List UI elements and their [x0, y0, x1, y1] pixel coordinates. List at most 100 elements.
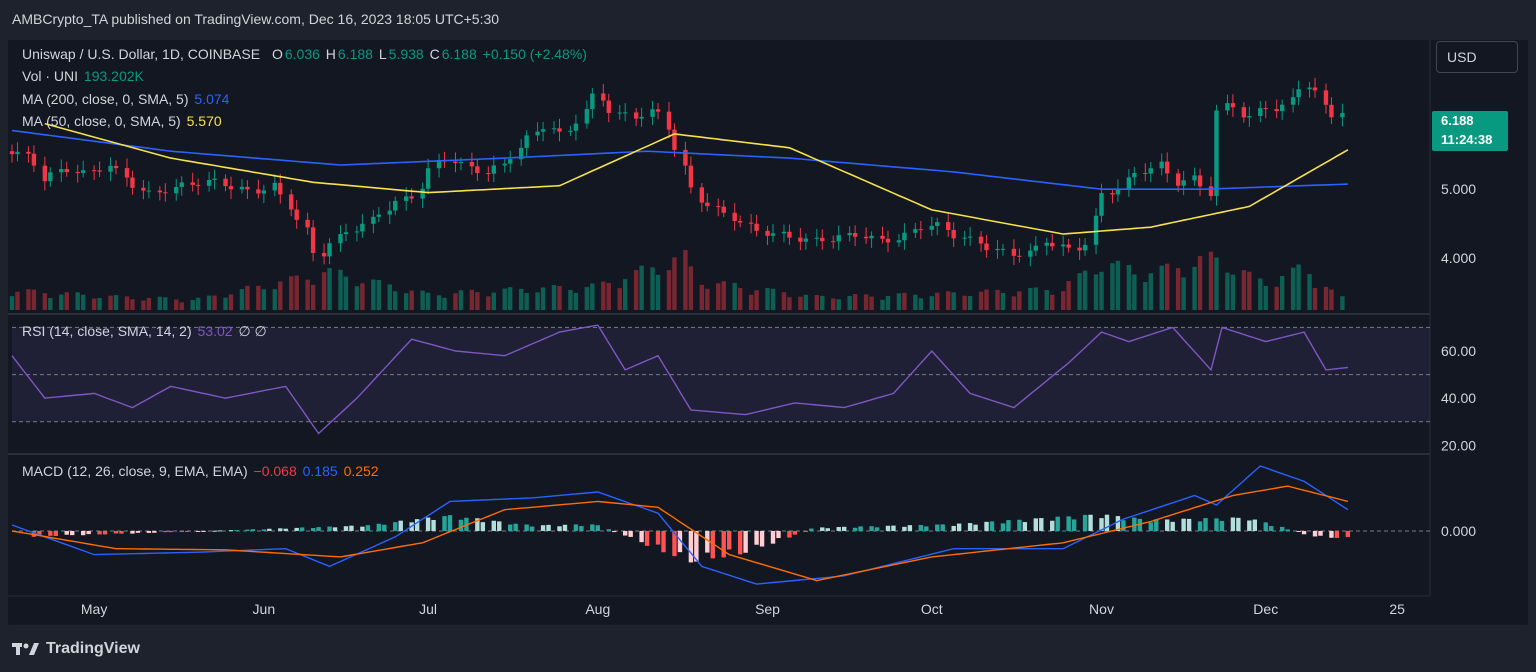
- macd-histogram-bar: [655, 530, 661, 545]
- volume-bar: [80, 294, 86, 310]
- currency-button[interactable]: USD: [1436, 41, 1518, 73]
- macd-histogram-bar: [442, 516, 447, 531]
- macd-histogram-bar: [1022, 522, 1028, 531]
- axes: 4.000 5.000 20.00 40.00 60.00 0.000 May Jun Jul A…: [81, 181, 1476, 617]
- volume-bar: [486, 296, 491, 310]
- macd-histogram-bar: [918, 524, 924, 531]
- candle-body: [1225, 103, 1230, 111]
- candle-body: [190, 182, 195, 185]
- macd-histogram-bar: [1197, 521, 1203, 531]
- macd-histogram-bar: [1050, 520, 1055, 531]
- macd-histogram-bar: [1088, 514, 1093, 531]
- candle-body: [962, 237, 967, 239]
- macd-histogram-bar: [1170, 521, 1175, 531]
- candle-body: [91, 170, 97, 172]
- macd-histogram-bar: [53, 530, 58, 537]
- macd-histogram-bar: [1329, 530, 1334, 538]
- volume-bar: [15, 291, 20, 310]
- volume-bar: [278, 281, 283, 310]
- volume-bar: [880, 299, 885, 310]
- volume-bar: [9, 296, 15, 310]
- volume-bar: [343, 276, 349, 310]
- candle-body: [1115, 188, 1121, 195]
- macd-histogram-bar: [787, 530, 792, 538]
- candle-body: [666, 111, 672, 130]
- volume-bar: [847, 295, 852, 310]
- candle-body: [622, 112, 628, 114]
- volume-bar: [1077, 273, 1082, 310]
- macd-histogram-bar: [612, 530, 617, 533]
- volume-label: Vol · UNI: [22, 68, 79, 84]
- volume-bar: [360, 283, 365, 310]
- candle-body: [1290, 97, 1296, 105]
- price-tick-label: 4.000: [1441, 250, 1476, 266]
- volume-bar: [223, 297, 228, 310]
- macd-histogram-bar: [393, 522, 398, 531]
- macd-histogram-bar: [168, 530, 173, 533]
- macd-histogram-bar: [737, 530, 743, 555]
- macd-histogram-bar: [513, 523, 518, 531]
- open-value: 6.036: [284, 46, 320, 62]
- candle-body: [327, 243, 332, 257]
- macd-histogram-bar: [360, 526, 365, 531]
- candle-body: [48, 172, 53, 182]
- macd-histogram-bar: [37, 530, 42, 536]
- macd-histogram-bar: [869, 526, 874, 531]
- chart-frame[interactable]: [8, 40, 1528, 625]
- candle-body: [31, 153, 37, 166]
- candle-body: [42, 165, 48, 182]
- candle-body: [787, 231, 792, 238]
- bar-countdown: 11:24:38: [1441, 132, 1493, 147]
- candle-body: [491, 165, 496, 174]
- candle-body: [540, 129, 546, 132]
- macd-histogram-bar: [825, 528, 830, 531]
- rsi-pane: [11, 324, 1430, 435]
- volume-bar: [272, 289, 277, 310]
- macd-histogram-bar: [562, 524, 568, 531]
- macd-histogram-bar: [595, 525, 601, 531]
- macd-histogram-bar: [365, 525, 371, 531]
- volume-bar: [403, 293, 409, 310]
- macd-histogram-bar: [639, 530, 644, 543]
- time-tick-label: Jun: [253, 601, 276, 617]
- macd-histogram-bar: [119, 530, 124, 534]
- footer-brand[interactable]: TradingView: [12, 640, 140, 658]
- time-tick-label: Jul: [419, 601, 437, 617]
- macd-histogram-bar: [803, 530, 809, 532]
- hist-value: 0.252: [343, 463, 379, 479]
- macd-legend: MACD (12, 26, close, 9, EMA, EMA) −0.068…: [22, 463, 381, 479]
- volume-bar: [228, 294, 234, 310]
- macd-histogram-bar: [1219, 520, 1225, 531]
- macd-histogram-bar: [672, 530, 677, 557]
- macd-histogram-bar: [540, 525, 546, 531]
- volume-bar: [289, 276, 294, 310]
- candle-body: [1192, 175, 1197, 181]
- macd-histogram-bar: [529, 526, 535, 531]
- macd-histogram-bar: [891, 525, 896, 531]
- candle-body: [798, 237, 803, 242]
- macd-histogram-bar: [212, 530, 217, 532]
- volume-bar: [683, 250, 688, 310]
- macd-pane: [11, 465, 1430, 585]
- macd-histogram-bar: [310, 528, 316, 531]
- time-tick-label: 25: [1389, 601, 1405, 617]
- candle-body: [781, 231, 787, 234]
- volume-bar: [436, 295, 442, 310]
- macd-histogram-bar: [267, 528, 272, 531]
- macd-histogram-bar: [902, 526, 907, 531]
- volume-bar: [113, 295, 119, 310]
- macd-histogram-bar: [1312, 530, 1318, 537]
- volume-bar: [754, 290, 759, 310]
- candle-body: [195, 184, 201, 186]
- macd-histogram-bar: [1006, 520, 1011, 531]
- time-tick-label: Nov: [1089, 601, 1114, 617]
- candle-body: [852, 233, 858, 237]
- volume-bar: [141, 300, 146, 310]
- volume-bar: [639, 265, 644, 310]
- candle-body: [1099, 193, 1104, 216]
- candle-body: [310, 227, 316, 253]
- volume-bar: [765, 287, 770, 310]
- candle-body: [245, 186, 250, 190]
- candle-body: [354, 231, 360, 233]
